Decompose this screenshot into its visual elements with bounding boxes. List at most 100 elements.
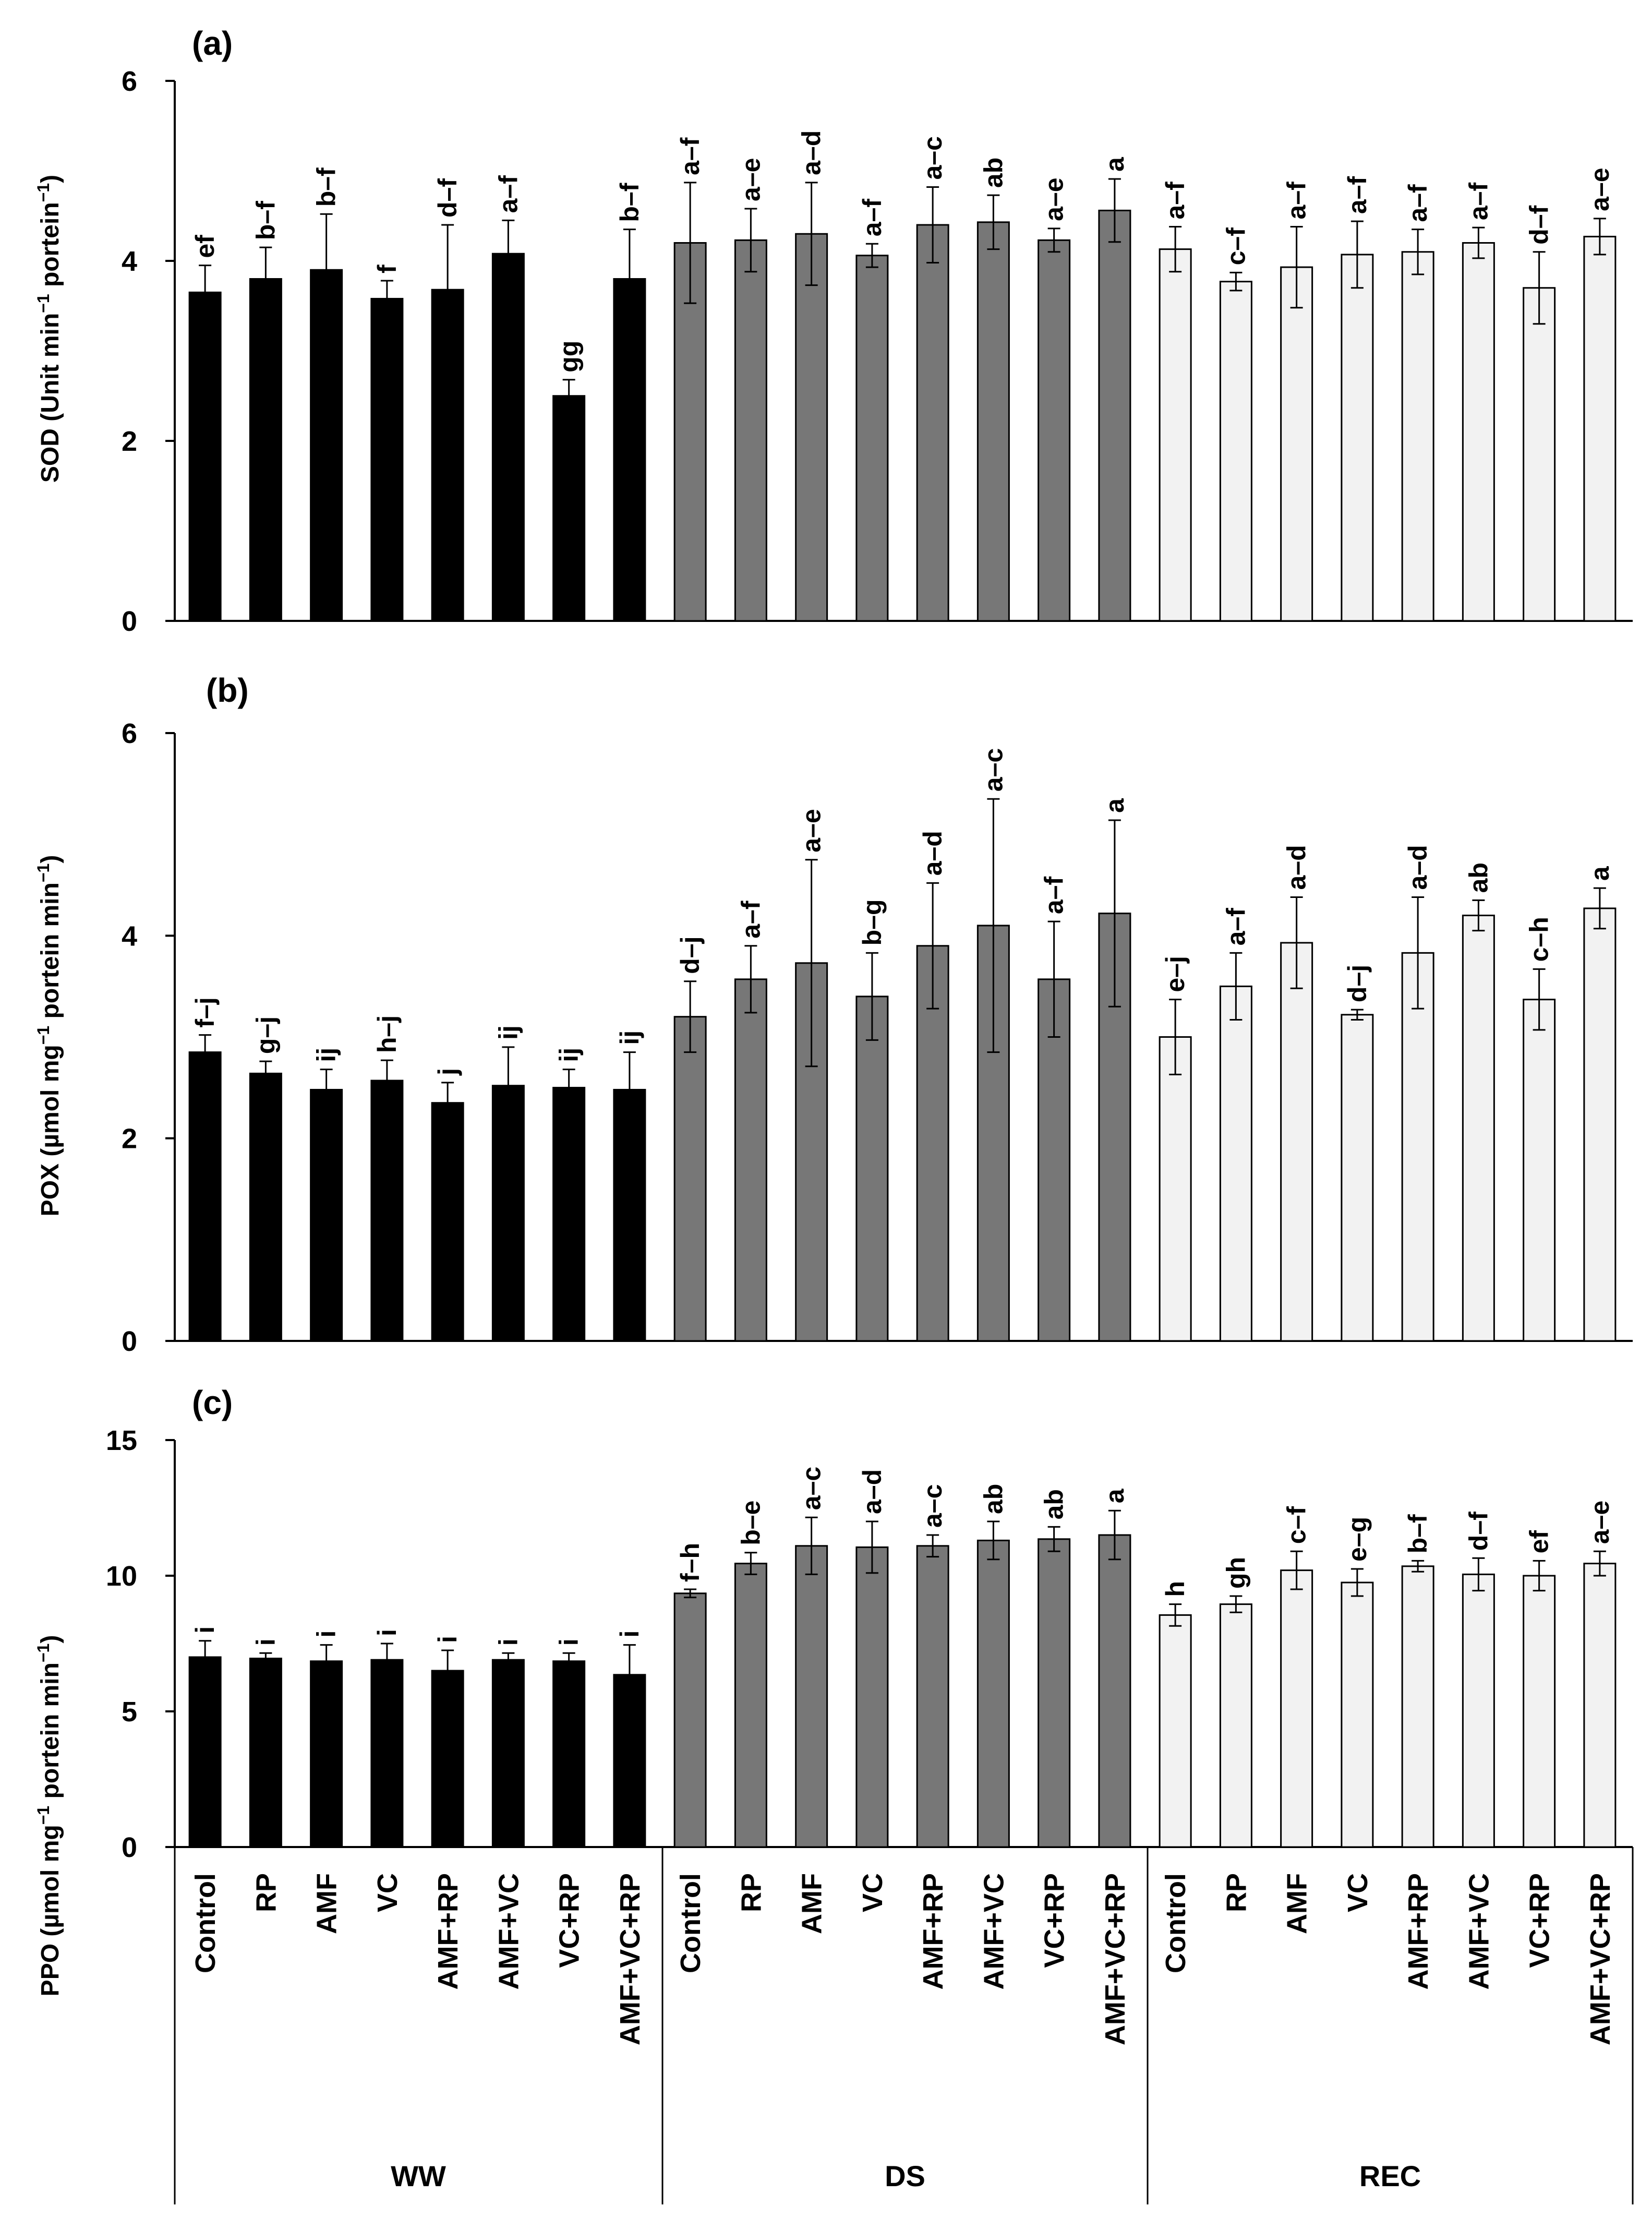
panel-c-error-bar [1412,1560,1425,1573]
panel-a-error-bar [684,182,697,304]
panel-b-significance-letter: e–j [1161,956,1190,992]
panel-b-bar-ds-control [673,1016,707,1342]
panel-c-error-bar [744,1552,757,1575]
panel-c-error-bar [259,1652,272,1665]
panel-a-significance-letter: a–f [1343,176,1372,214]
panel-c-bar-ww-amf-vc [491,1659,525,1848]
panel-a-significance-letter: a [1100,157,1129,172]
panel-b-significance-letter: a–e [797,809,826,852]
panel-c-bar-ds-amf-rp [916,1545,949,1848]
category-label-ww-amf-rp: AMF+RP [432,1873,464,1990]
panel-c-bar-rec-control [1159,1614,1192,1848]
panel-c-significance-letter: i [433,1636,462,1643]
panel-c-significance-letter: b–e [736,1501,765,1545]
panel-c-significance-letter: i [190,1626,220,1634]
panel-a-bar-ww-amf-vc [491,253,525,622]
panel-b-bar-ww-vc-rp [552,1087,586,1342]
panel-b-bar-rec-vc [1341,1014,1374,1342]
panel-b-error-bar [1290,896,1303,989]
panel-b-error-bar [926,882,939,1010]
panel-c-significance-letter: a–c [918,1484,947,1528]
panel-b-significance-letter: a–f [1221,908,1250,946]
panel-b-bar-ww-amf [310,1088,343,1342]
panel-b-bar-rec-vc-rp [1523,999,1556,1342]
panel-b-bar-rec-rp [1219,985,1252,1342]
panel-a-bar-rec-control [1159,248,1192,622]
panel-b-error-bar [1169,999,1182,1075]
panel-a-significance-letter: b–f [251,201,280,240]
panel-c-error-bar [1472,1557,1485,1592]
panel-b-error-bar [1593,887,1606,930]
group-label-rec: REC [1359,2160,1421,2192]
panel-a-significance-letter: gg [554,341,584,373]
panel-a-y-tick-label: 6 [122,66,137,97]
panel-b-error-bar [865,952,878,1041]
panel-c-bar-ds-amf-vc [976,1539,1010,1848]
panel-a-error-bar [1350,220,1364,289]
panel-a-significance-letter: f [372,265,402,273]
panel-b-bar-ww-control [188,1051,222,1342]
panel-b-significance-letter: f–j [190,997,220,1027]
panel-b-error-bar [380,1059,393,1102]
category-label-ww-vc: VC [372,1873,403,1912]
category-label-ds-amf-rp: AMF+RP [918,1873,949,1990]
category-label-rec-vc: VC [1342,1873,1373,1912]
panel-a-bar-ww-amf [310,269,343,622]
panel-c-bar-rec-vc-rp [1523,1575,1556,1848]
panel-c-significance-letter: i [554,1638,584,1646]
panel-a-significance-letter: d–f [1525,205,1554,244]
panel-a-bars: ef b–f b–f f d–f a–f gg b–f a–f a–e a–d a–f a–c ab a–e… [188,130,1617,622]
panel-b-significance-letter: j [433,1068,462,1076]
panel-b-significance-letter: a–c [979,748,1008,792]
category-label-ds-vc: VC [857,1873,888,1912]
panel-b-bar-rec-amf [1280,942,1313,1342]
panel-c-significance-letter: gh [1221,1557,1250,1589]
panel-c-significance-letter: b–f [1403,1514,1432,1553]
panel-c-significance-letter: i [493,1638,523,1646]
panel-b-significance-letter: a–d [1403,845,1432,890]
x-axis-category-table: Control RP AMF VC AMF+RP AMF+VC VC+RP AMF+VC+RP… [174,1847,1634,2204]
panel-c-error-bar [380,1642,393,1677]
category-label-ds-control: Control [675,1873,706,1973]
panel-b-error-bar [199,1034,212,1071]
panel-a-error-bar [623,229,636,329]
panel-c-error-bar [320,1644,333,1679]
panel-c-significance-letter: i [312,1630,341,1638]
panel-a-error-bar [805,182,818,286]
panel-c-significance-letter: ef [1525,1530,1554,1554]
panel-a-error-bar [502,219,515,288]
panel-a-significance-letter: c–f [1221,227,1250,266]
panel-c-significance-letter: a–c [797,1467,826,1510]
panel-a-significance-letter: a–f [1161,182,1190,220]
panel-b-bar-rec-amf-vc-rp [1583,907,1617,1342]
panel-a-significance-letter: a–e [1585,167,1614,211]
panel-c-significance-letter: i [615,1630,644,1638]
category-label-rec-control: Control [1160,1873,1191,1973]
panel-b-significance-letter: a–d [1282,845,1311,890]
panel-c-error-bar [199,1640,212,1674]
panel-a-significance-letter: a–f [676,137,705,175]
panel-c-error-bar [926,1534,939,1558]
panel-c-significance-letter: h [1161,1581,1190,1597]
panel-b-y-tick-label: 2 [122,1123,137,1155]
panel-c-y-tick-label: 15 [106,1425,137,1456]
panel-b-error-bar [744,945,757,1014]
panel-b-significance-letter: ij [615,1030,644,1045]
panel-c-bar-ww-control [188,1656,222,1848]
group-label-ds: DS [885,2160,925,2192]
panel-c-bar-ds-amf-vc-rp [1098,1534,1131,1848]
panel-c-y-tick-label: 5 [122,1696,137,1728]
category-label-ww-vc-rp: VC+RP [554,1873,585,1968]
panel-a-bar-ds-amf [795,233,828,622]
panel-a-error-bar [1533,251,1546,325]
panel-b-bar-ds-vc-rp [1038,978,1071,1342]
panel-a-significance-letter: a–f [1464,183,1493,221]
panel-a-significance-letter: a–e [736,158,765,201]
panel-a-label: (a) [192,25,233,62]
panel-b-y-tick-label: 0 [122,1326,137,1357]
panel-a-bar-rec-amf-vc-rp [1583,235,1617,622]
panel-c-error-bar [684,1588,697,1599]
panel-a-error-bar [865,243,878,268]
panel-a-significance-letter: a–f [1403,184,1432,222]
panel-c-significance-letter: a [1100,1488,1129,1503]
